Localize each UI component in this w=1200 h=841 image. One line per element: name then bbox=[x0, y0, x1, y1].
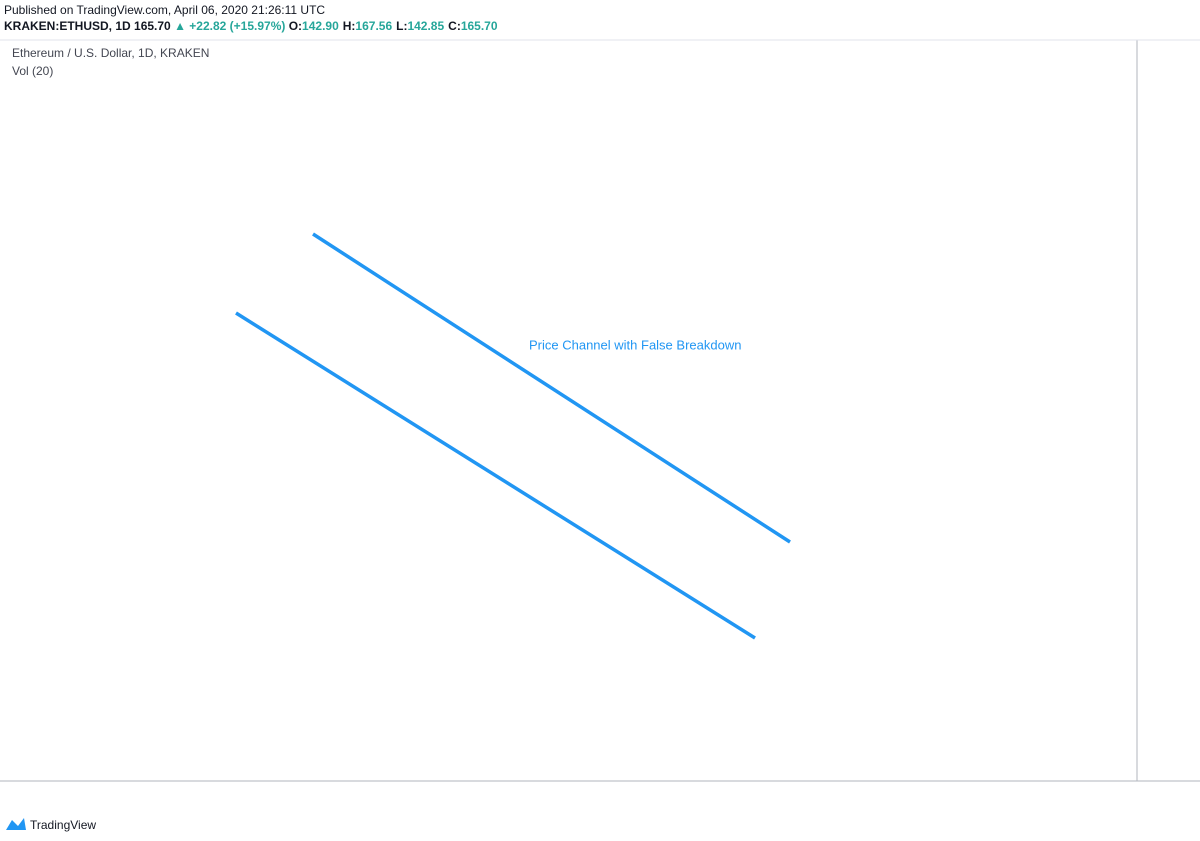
ohlc-key: L: bbox=[396, 19, 408, 33]
channel-upper bbox=[312, 232, 791, 544]
ohlc-value: 142.90 bbox=[302, 19, 339, 33]
footer: TradingView bbox=[30, 818, 96, 832]
ohlc-key: C: bbox=[448, 19, 461, 33]
logo-icon bbox=[6, 818, 26, 830]
ohlc-value: 167.56 bbox=[355, 19, 393, 33]
ohlc: O:142.90 H:167.56 L:142.85 C:165.70 bbox=[289, 19, 502, 33]
volume-label: Vol (20) bbox=[12, 64, 53, 78]
logo bbox=[6, 818, 26, 830]
price: 165.70 bbox=[134, 19, 171, 33]
quote-line: KRAKEN:ETHUSD, 1D 165.70 ▲ +22.82 (+15.9… bbox=[4, 19, 502, 33]
channel-lower bbox=[235, 311, 756, 640]
ohlc-key: H: bbox=[342, 19, 356, 33]
annotation: Price Channel with False Breakdown bbox=[529, 337, 741, 352]
published-line: Published on TradingView.com, April 06, … bbox=[4, 3, 326, 17]
ohlc-key: O: bbox=[288, 19, 303, 33]
chart-title: Ethereum / U.S. Dollar, 1D, KRAKEN bbox=[12, 46, 209, 60]
ohlc-value: 142.85 bbox=[407, 19, 445, 33]
symbol: KRAKEN:ETHUSD, 1D bbox=[4, 19, 131, 33]
ohlc-value: 165.70 bbox=[460, 19, 498, 33]
change: ▲ +22.82 (+15.97%) bbox=[174, 19, 286, 33]
